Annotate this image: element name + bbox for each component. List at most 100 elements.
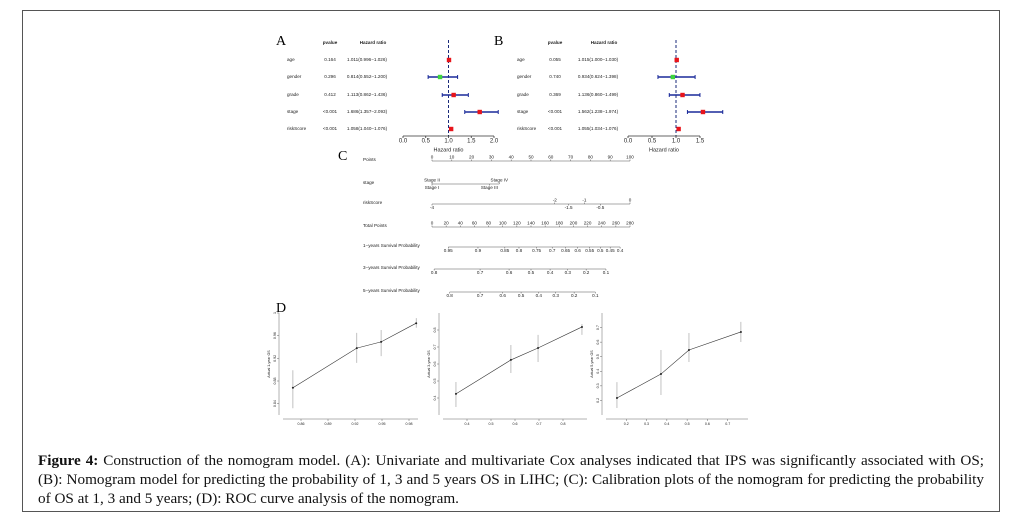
y-tick-label: 1 bbox=[273, 312, 277, 314]
nomogram-tick-label: 20 bbox=[444, 221, 450, 226]
variable-name: age bbox=[517, 57, 525, 62]
caption-text: Construction of the nomogram model. (A):… bbox=[38, 452, 984, 507]
nomogram-tick-label: -2 bbox=[553, 198, 558, 203]
y-tick-label: 0.84 bbox=[273, 400, 277, 407]
p-value: 0.412 bbox=[324, 92, 336, 97]
nomogram-tick-label: Stage IV bbox=[491, 178, 510, 183]
p-value: 0.740 bbox=[549, 74, 561, 79]
y-axis-label: Actual 3-year OS bbox=[427, 350, 431, 378]
p-value: 0.296 bbox=[324, 74, 336, 79]
nomogram-tick-label: 0.8 bbox=[446, 293, 453, 298]
nomogram-tick-label: 160 bbox=[541, 221, 549, 226]
panel-letter: C bbox=[338, 149, 347, 164]
nomogram-tick-label: 100 bbox=[499, 221, 507, 226]
y-axis-label: Actual 1-year OS bbox=[267, 350, 271, 378]
nomogram-tick-label: Stage I bbox=[425, 185, 440, 190]
hazard-ratio-point bbox=[437, 74, 443, 80]
nomogram-tick-label: 0.8 bbox=[516, 248, 523, 253]
nomogram-tick-label: 260 bbox=[612, 221, 620, 226]
hazard-ratio-point bbox=[446, 57, 452, 63]
y-tick-label: 0.8 bbox=[433, 328, 437, 333]
nomogram-tick-label: 280 bbox=[626, 221, 634, 226]
panel-letter: A bbox=[276, 34, 287, 49]
x-tick-label: 0.7 bbox=[725, 422, 730, 426]
calibration-point bbox=[615, 396, 618, 399]
x-tick-label: 0.5 bbox=[422, 139, 431, 145]
hazard-ratio-point bbox=[448, 126, 454, 132]
nomogram-tick-label: -4 bbox=[430, 205, 435, 210]
nomogram-tick-label: 80 bbox=[486, 221, 492, 226]
nomogram-row-label: stage bbox=[363, 180, 375, 185]
nomogram-tick-label: 0.65 bbox=[561, 248, 570, 253]
calibration-point bbox=[580, 325, 583, 328]
nomogram-row-label: 1−years Survival Probability bbox=[363, 243, 421, 248]
x-tick-label: 0.5 bbox=[489, 422, 494, 426]
p-value: 0.369 bbox=[549, 92, 561, 97]
nomogram-tick-label: 220 bbox=[584, 221, 592, 226]
nomogram-tick-label: 180 bbox=[555, 221, 563, 226]
nomogram-tick-label: 0 bbox=[431, 221, 434, 226]
y-tick-label: 0.4 bbox=[596, 369, 600, 374]
hazard-ratio-text: 1.562(1.238−1.974) bbox=[578, 109, 619, 114]
nomogram-tick-label: 140 bbox=[527, 221, 535, 226]
hazard-ratio-text: 1.136(0.860−1.499) bbox=[578, 92, 619, 97]
hazard-ratio-point bbox=[477, 109, 482, 115]
hazard-ratio-point bbox=[676, 126, 681, 132]
p-value: 0.055 bbox=[549, 57, 561, 62]
figure-border bbox=[22, 10, 1000, 512]
x-axis-label: Hazard ratio bbox=[434, 147, 464, 153]
variable-name: age bbox=[287, 57, 295, 62]
nomogram-tick-label: 60 bbox=[548, 155, 554, 160]
y-tick-label: 0.88 bbox=[273, 378, 277, 385]
p-value: 0.164 bbox=[324, 57, 336, 62]
x-tick-label: 0.8 bbox=[561, 422, 566, 426]
nomogram-tick-label: 0.7 bbox=[477, 293, 484, 298]
y-tick-label: 0.2 bbox=[596, 398, 600, 403]
hazard-ratio-text: 1.113(0.862−1.436) bbox=[347, 92, 387, 97]
column-header: Hazard ratio bbox=[360, 40, 387, 45]
nomogram-tick-label: 0.75 bbox=[532, 248, 541, 253]
nomogram-tick-label: Stage III bbox=[481, 185, 498, 190]
p-value: <0.001 bbox=[548, 126, 563, 131]
nomogram-tick-label: 0.4 bbox=[536, 293, 543, 298]
nomogram-tick-label: 10 bbox=[449, 155, 455, 160]
variable-name: grade bbox=[517, 92, 529, 97]
y-axis-label: Actual 5-year OS bbox=[590, 350, 594, 378]
nomogram-tick-label: 0.45 bbox=[606, 248, 615, 253]
variable-name: gender bbox=[517, 74, 532, 79]
variable-name: grade bbox=[287, 92, 299, 97]
x-tick-label: 0.0 bbox=[399, 139, 408, 145]
hazard-ratio-point bbox=[680, 92, 685, 98]
calibration-point bbox=[454, 392, 457, 395]
nomogram-tick-label: 0.6 bbox=[574, 248, 581, 253]
panel-letter: D bbox=[276, 301, 286, 316]
hazard-ratio-text: 0.814(0.552−1.200) bbox=[347, 74, 388, 79]
nomogram-tick-label: 0.2 bbox=[583, 270, 590, 275]
column-header: pvalue bbox=[548, 40, 563, 45]
hazard-ratio-text: 1.058(1.040−1.076) bbox=[347, 126, 388, 131]
y-tick-label: 0.7 bbox=[596, 325, 600, 330]
variable-name: riskScore bbox=[287, 126, 307, 131]
x-tick-label: 0.89 bbox=[325, 422, 332, 426]
calibration-point bbox=[355, 347, 358, 350]
nomogram-tick-label: 60 bbox=[472, 221, 478, 226]
y-tick-label: 0.3 bbox=[596, 383, 600, 388]
nomogram-tick-label: 0.1 bbox=[592, 293, 599, 298]
p-value: <0.001 bbox=[548, 109, 563, 114]
nomogram-tick-label: 0.4 bbox=[547, 270, 554, 275]
x-tick-label: 0.3 bbox=[644, 422, 649, 426]
x-tick-label: 1.5 bbox=[696, 139, 705, 145]
caption: Figure 4: Construction of the nomogram m… bbox=[38, 451, 984, 508]
nomogram-row-label: riskScore bbox=[363, 200, 383, 205]
nomogram-tick-label: 40 bbox=[509, 155, 515, 160]
calibration-point bbox=[380, 340, 383, 343]
nomogram-tick-label: 0.6 bbox=[500, 293, 507, 298]
nomogram-tick-label: 0 bbox=[431, 155, 434, 160]
x-axis-label: Hazard ratio bbox=[649, 147, 679, 153]
p-value: <0.001 bbox=[323, 126, 338, 131]
y-tick-label: 0.7 bbox=[433, 345, 437, 350]
nomogram-tick-label: 70 bbox=[568, 155, 574, 160]
variable-name: riskScore bbox=[517, 126, 537, 131]
x-tick-label: 1.5 bbox=[467, 139, 476, 145]
